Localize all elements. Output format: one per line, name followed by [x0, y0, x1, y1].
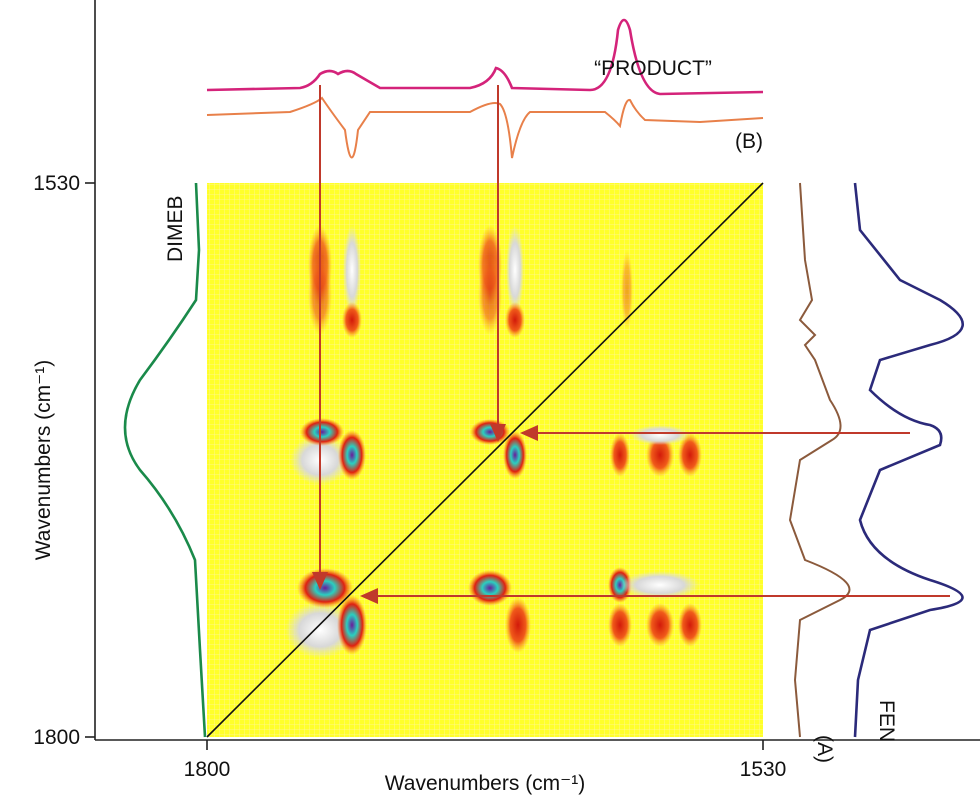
annotation: “PRODUCT”	[594, 57, 712, 80]
annotation: (B)	[735, 130, 763, 153]
y-axis-title: Wavenumbers (cm⁻¹)	[32, 360, 55, 561]
x-tick-label: 1800	[184, 758, 231, 781]
a-spectrum	[788, 182, 851, 738]
y-tick-label: 1800	[33, 726, 80, 749]
annotation: DIMEB	[164, 195, 187, 262]
product-spectrum	[206, 18, 764, 96]
y-tick-label: 1530	[33, 172, 80, 195]
contour-peaks	[285, 225, 702, 658]
fen-spectrum	[853, 182, 964, 738]
x-axis-title: Wavenumbers (cm⁻¹)	[385, 772, 586, 795]
annotation: (A)	[813, 735, 836, 763]
x-tick-label: 1530	[740, 758, 787, 781]
arrows	[312, 85, 950, 604]
diagonal	[206, 182, 764, 738]
annotation: FEN	[875, 700, 898, 742]
dimeb-spectrum	[123, 182, 207, 738]
b-spectrum	[206, 96, 764, 159]
